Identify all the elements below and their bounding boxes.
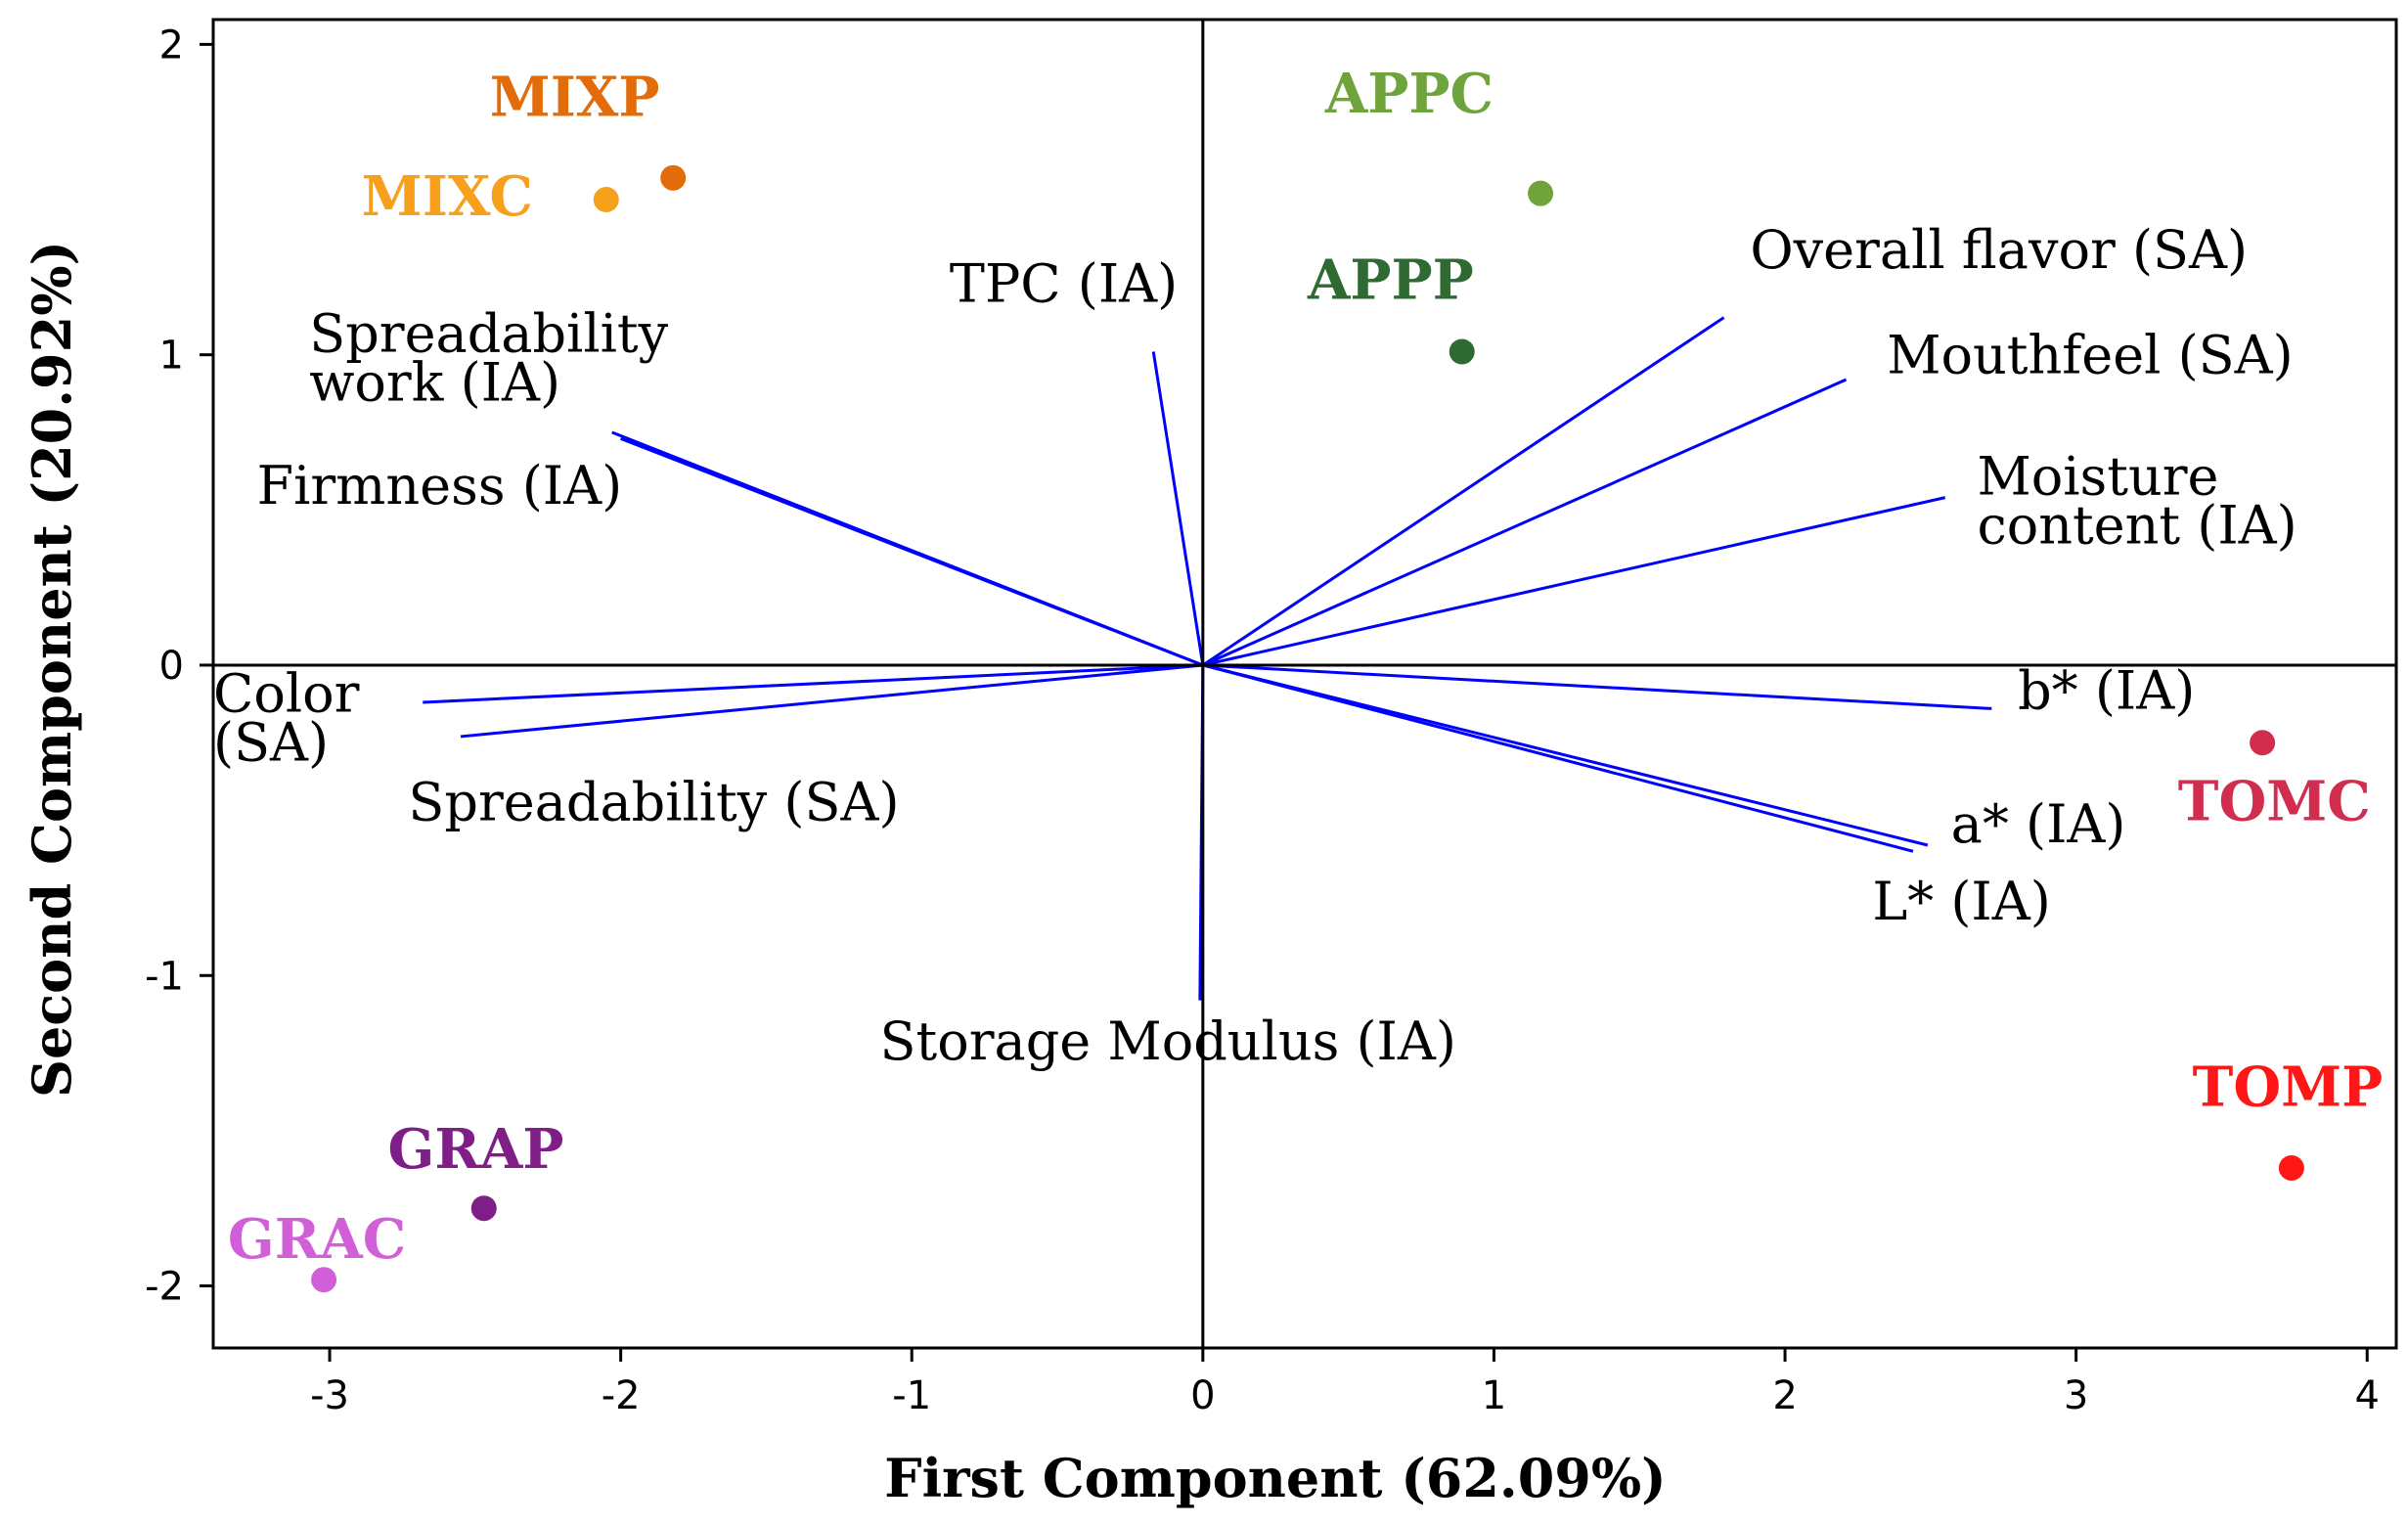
x-tick-label: 0 (1190, 1373, 1215, 1418)
loading-label-line: b* (IA) (2018, 659, 2195, 721)
score-point-tomp (2278, 1154, 2304, 1181)
loading-label-line: L* (IA) (1872, 871, 2050, 932)
score-point-appc (1528, 180, 1554, 206)
loading-vector-9 (1202, 663, 1929, 847)
loading-vector-6 (423, 663, 1203, 704)
loading-vector-3 (1151, 351, 1205, 666)
score-label-mixp: MIXP (490, 65, 660, 129)
axis-ticks: -3 -2 -1 0 1 2 3 4 -2 -1 0 1 2 (145, 22, 2380, 1418)
score-label-grac: GRAC (228, 1207, 406, 1272)
score-point-mixp (660, 164, 687, 191)
x-tick-label: 4 (2355, 1373, 2380, 1418)
loading-label-spreadability: Spreadability (SA) (408, 772, 899, 833)
y-tick-label: -1 (145, 954, 184, 999)
y-tick-label: 1 (159, 334, 184, 379)
loading-label-line: Spreadability (SA) (408, 772, 899, 833)
score-label-tomc: TOMC (2178, 770, 2371, 834)
score-point-mixc (593, 187, 619, 213)
loading-vector-1 (1202, 378, 1848, 667)
loading-label-line: Spreadability (309, 303, 668, 365)
loading-vector-2 (1202, 496, 1946, 667)
loading-vector-7 (460, 663, 1203, 739)
loading-label-line: Moisture (1977, 445, 2218, 507)
loading-label-mouthfeel: Mouthfeel (SA) (1887, 325, 2294, 386)
loading-label-line: work (IA) (309, 352, 560, 414)
loading-label-storage: Storage Modulus (IA) (880, 1010, 1456, 1072)
score-points (311, 164, 2304, 1293)
loading-label-tpc: TPC (IA) (950, 253, 1178, 315)
x-tick-label: 3 (2064, 1373, 2088, 1418)
loading-label-flavor: Overall flavor (SA) (1750, 219, 2248, 281)
x-axis-title: First Component (62.09%) (884, 1447, 1666, 1509)
loading-vector-5 (620, 436, 1204, 667)
loading-label-line: Firmness (IA) (257, 455, 623, 516)
loading-label-firmness: Firmness (IA) (257, 455, 623, 516)
y-axis-title: Second Component (20.92%) (21, 241, 83, 1098)
loading-label-line: TPC (IA) (950, 253, 1178, 315)
plot-frame (211, 18, 2398, 1350)
score-point-grap (470, 1195, 497, 1222)
loading-label-line: (SA) (213, 712, 329, 774)
loading-vector-0 (1202, 316, 1725, 667)
loading-label-line: Storage Modulus (IA) (880, 1010, 1456, 1072)
score-label-appc: APPC (1324, 62, 1494, 126)
loading-label-line: Overall flavor (SA) (1750, 219, 2248, 281)
score-label-tomp: TOMP (2193, 1055, 2384, 1120)
y-tick-label: 0 (159, 644, 184, 689)
y-tick-label: -2 (145, 1265, 184, 1310)
zero-lines (213, 20, 2396, 1348)
loading-label-color: Color (SA) (213, 663, 360, 774)
score-point-grac (311, 1267, 337, 1293)
x-tick-label: 1 (1482, 1373, 1506, 1418)
x-tick-label: 2 (1772, 1373, 1797, 1418)
x-tick-label: -2 (602, 1373, 641, 1418)
chart-labels: MIXP MIXC APPC APPP TOMC TOMP GRAP GRAC Overall … (213, 62, 2383, 1272)
loading-vector-8 (1202, 663, 1992, 710)
loading-vector-10 (1202, 663, 1914, 853)
loading-label-line: Color (213, 663, 360, 725)
loading-label-line: content (IA) (1977, 494, 2297, 556)
loading-label-moisture: Moisture content (IA) (1977, 445, 2297, 556)
loading-vectors (423, 316, 1992, 1001)
loading-label-line: a* (IA) (1951, 793, 2126, 855)
x-tick-label: -1 (892, 1373, 931, 1418)
loading-label-lstar: L* (IA) (1872, 871, 2050, 932)
loading-label-sprwork: Spreadability work (IA) (309, 303, 668, 414)
x-tick-label: -3 (310, 1373, 349, 1418)
score-label-mixc: MIXC (362, 164, 533, 229)
score-label-grap: GRAP (388, 1117, 564, 1182)
score-point-appp (1449, 338, 1475, 365)
loading-label-line: Mouthfeel (SA) (1887, 325, 2294, 386)
y-tick-label: 2 (159, 22, 184, 67)
score-label-appp: APPP (1307, 248, 1474, 313)
score-point-tomc (2250, 730, 2276, 756)
loading-label-astar: a* (IA) (1951, 793, 2126, 855)
loading-label-bstar: b* (IA) (2018, 659, 2195, 721)
